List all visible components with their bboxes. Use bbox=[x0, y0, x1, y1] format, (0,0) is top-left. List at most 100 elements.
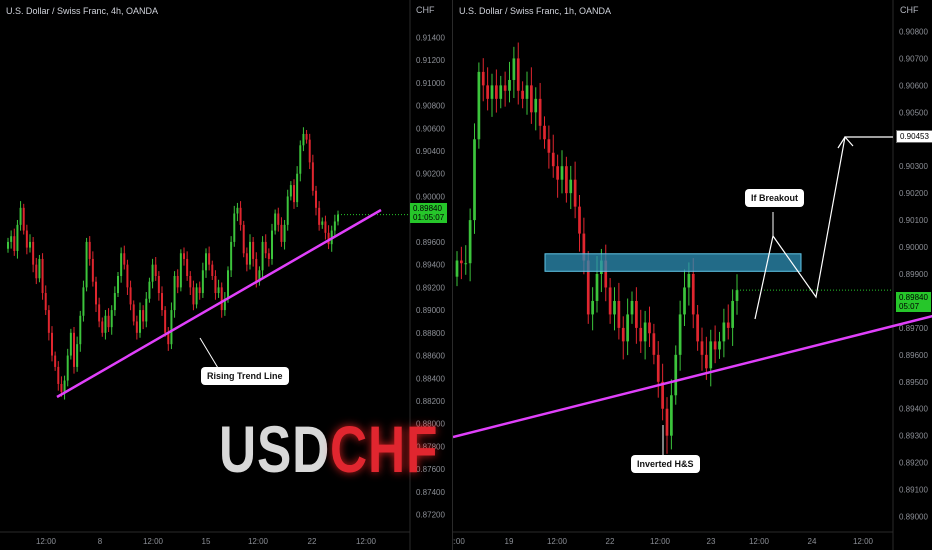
x-tick-label: 15 bbox=[202, 537, 211, 546]
candle-body bbox=[271, 230, 273, 259]
candle-body bbox=[726, 322, 730, 328]
candle-body bbox=[670, 395, 673, 436]
y-tick-label: 0.89900 bbox=[899, 270, 928, 279]
candle-body bbox=[661, 381, 664, 409]
x-tick-label: 12:00 bbox=[36, 537, 57, 546]
y-tick-label: 0.89400 bbox=[899, 405, 928, 414]
y-tick-label: 0.89200 bbox=[416, 283, 445, 292]
candle-body bbox=[643, 322, 647, 342]
candle-body bbox=[280, 224, 283, 242]
candle-body bbox=[274, 213, 277, 231]
callout-leader bbox=[199, 337, 219, 369]
candle-body bbox=[525, 85, 529, 99]
right-target-tag: 0.90453 bbox=[896, 130, 932, 143]
candle-body bbox=[333, 221, 336, 231]
candle-body bbox=[530, 85, 533, 113]
right-timer-label: 05:07 bbox=[899, 302, 920, 311]
y-tick-label: 0.88600 bbox=[416, 352, 445, 361]
candle-body bbox=[179, 253, 182, 288]
candle-body bbox=[164, 310, 167, 333]
x-tick-label: 2:00 bbox=[453, 537, 465, 546]
candle-body bbox=[318, 207, 321, 225]
candle-body bbox=[551, 152, 555, 167]
y-tick-label: 0.90200 bbox=[899, 189, 928, 198]
candle-body bbox=[691, 274, 695, 315]
candle-body bbox=[261, 241, 264, 271]
candle-body bbox=[239, 207, 242, 225]
right-price-label: 0.89840 bbox=[899, 293, 928, 302]
y-tick-label: 0.88200 bbox=[416, 397, 445, 406]
left-price-tag: 0.89840 01:05:07 bbox=[410, 203, 448, 223]
x-tick-label: 23 bbox=[707, 537, 716, 546]
candle-body bbox=[38, 258, 41, 279]
candle-body bbox=[700, 341, 704, 355]
x-tick-label: 12:00 bbox=[143, 537, 164, 546]
candle-body bbox=[731, 300, 734, 328]
candle-body bbox=[639, 327, 643, 342]
if-breakout-callout: If Breakout bbox=[745, 189, 805, 207]
candle-body bbox=[630, 300, 634, 315]
candle-body bbox=[621, 327, 625, 342]
candle-body bbox=[573, 179, 577, 207]
candle-body bbox=[47, 310, 50, 333]
candle-body bbox=[110, 310, 113, 328]
candle-body bbox=[25, 230, 28, 248]
candle-body bbox=[223, 298, 226, 311]
candle-body bbox=[324, 221, 327, 233]
candle-body bbox=[13, 236, 16, 251]
candle-body bbox=[139, 310, 141, 333]
candle-body bbox=[503, 85, 507, 91]
candle-body bbox=[79, 315, 82, 345]
candle-body bbox=[208, 253, 211, 265]
candle-body bbox=[578, 206, 581, 234]
candle-body bbox=[32, 241, 35, 265]
candle-body bbox=[85, 241, 88, 288]
candle-body bbox=[305, 133, 308, 140]
y-tick-label: 0.90600 bbox=[416, 124, 445, 133]
left-chart-panel[interactable]: 0.91400 0.91200 0.91000 0.90800 0.90600 0.904… bbox=[0, 0, 452, 550]
candle-body bbox=[51, 332, 53, 356]
y-tick-label: 0.89000 bbox=[416, 306, 445, 315]
x-tick-label: 22 bbox=[606, 537, 615, 546]
candle-body bbox=[76, 344, 79, 367]
y-tick-label: 0.87200 bbox=[416, 511, 445, 520]
right-chart-title: U.S. Dollar / Swiss Franc, 1h, OANDA bbox=[459, 6, 612, 16]
candle-body bbox=[117, 276, 119, 294]
candle-body bbox=[227, 270, 229, 299]
candle-body bbox=[327, 232, 330, 245]
candle-body bbox=[665, 408, 669, 436]
candle-body bbox=[718, 341, 721, 350]
candle-body bbox=[591, 300, 594, 315]
candle-body bbox=[674, 354, 678, 396]
candle-body bbox=[44, 293, 47, 311]
candle-body bbox=[173, 276, 176, 311]
logo-usd: USD bbox=[219, 412, 331, 486]
candle-body bbox=[286, 196, 289, 225]
y-tick-label: 0.90600 bbox=[899, 81, 928, 90]
y-tick-label: 0.90000 bbox=[899, 243, 928, 252]
x-tick-label: 12:00 bbox=[749, 537, 770, 546]
candle-body bbox=[499, 85, 503, 99]
candle-body bbox=[565, 166, 568, 194]
candle-body bbox=[176, 276, 179, 288]
left-chart-svg[interactable]: 0.91400 0.91200 0.91000 0.90800 0.90600 0.904… bbox=[0, 0, 452, 550]
y-tick-label: 0.88400 bbox=[416, 374, 445, 383]
candle-body bbox=[490, 85, 494, 99]
candle-body bbox=[192, 287, 195, 305]
candle-body bbox=[678, 314, 682, 355]
candle-body bbox=[595, 274, 599, 301]
candle-body bbox=[236, 207, 239, 214]
candle-body bbox=[267, 253, 270, 259]
candle-body bbox=[195, 287, 198, 305]
candle-body bbox=[543, 125, 546, 140]
candle-body bbox=[19, 207, 22, 225]
candle-body bbox=[277, 213, 280, 225]
right-chart-panel[interactable]: 0.908000.907000.906000.905000.904000.903… bbox=[452, 0, 932, 550]
candle-body bbox=[516, 58, 520, 91]
candle-body bbox=[512, 58, 516, 80]
candle-body bbox=[148, 281, 151, 299]
candle-body bbox=[538, 98, 542, 126]
candle-body bbox=[101, 321, 104, 333]
rising-trend-line bbox=[56, 208, 382, 399]
candle-body bbox=[98, 304, 101, 322]
